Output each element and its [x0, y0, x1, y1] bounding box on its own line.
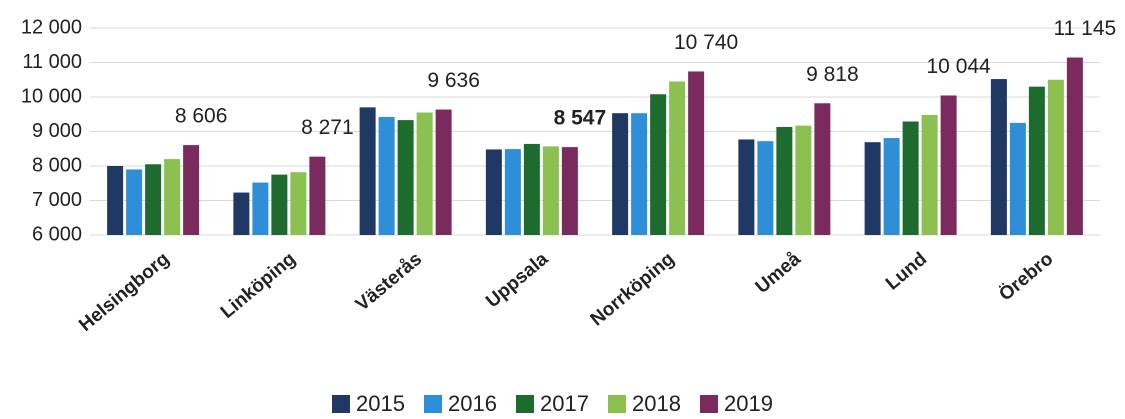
bar — [233, 192, 250, 235]
bar — [435, 109, 452, 235]
bar — [688, 71, 705, 235]
bar — [290, 172, 307, 235]
x-tick-label: Uppsala — [482, 248, 552, 312]
bar — [164, 159, 181, 235]
bar — [416, 112, 433, 235]
data-label: 8 271 — [301, 116, 354, 139]
bar — [107, 166, 124, 235]
legend-label: 2017 — [540, 391, 589, 416]
y-tick-label: 7 000 — [32, 189, 82, 211]
bar — [542, 146, 559, 235]
bar — [650, 94, 667, 236]
legend-label: 2015 — [356, 391, 405, 416]
bar — [864, 142, 881, 235]
legend-swatch — [424, 395, 442, 413]
bar — [1028, 86, 1045, 236]
legend-label: 2019 — [724, 391, 773, 416]
bar — [1009, 122, 1026, 235]
bar — [523, 143, 540, 235]
bar — [252, 182, 269, 235]
y-tick-label: 12 000 — [21, 16, 82, 38]
bar — [485, 149, 502, 235]
data-label: 8 606 — [175, 105, 228, 128]
bar — [795, 125, 812, 235]
bar — [940, 95, 957, 236]
bar — [271, 174, 288, 235]
bar — [397, 120, 414, 235]
legend-swatch — [332, 395, 350, 413]
x-tick-label: Norrköping — [587, 249, 679, 331]
data-label: 10 740 — [674, 31, 738, 54]
bar — [902, 121, 919, 235]
bar — [504, 149, 521, 235]
y-tick-label: 6 000 — [32, 223, 82, 245]
bar — [776, 127, 793, 235]
y-tick-label: 10 000 — [21, 85, 82, 107]
bar — [738, 139, 755, 235]
y-tick-label: 8 000 — [32, 154, 82, 176]
bar — [309, 156, 326, 235]
x-tick-label: Västerås — [352, 249, 426, 316]
data-label: 9 636 — [427, 69, 480, 92]
bar — [126, 169, 143, 235]
legend-swatch — [700, 395, 718, 413]
bar — [378, 117, 395, 235]
legend-label: 2016 — [448, 391, 497, 416]
y-tick-label: 11 000 — [22, 51, 82, 73]
bar — [757, 141, 774, 235]
data-label: 11 145 — [1054, 17, 1117, 40]
bar — [612, 113, 629, 235]
legend-label: 2018 — [632, 391, 681, 416]
bar — [1066, 57, 1083, 236]
x-tick-label: Lund — [882, 249, 931, 295]
bar — [883, 138, 900, 235]
bar — [814, 103, 831, 236]
bar — [990, 79, 1007, 235]
bar — [921, 114, 938, 235]
data-label: 8 547 — [554, 107, 607, 130]
x-tick-label: Linköping — [217, 249, 300, 323]
bar — [631, 113, 648, 235]
bar — [561, 147, 578, 235]
x-tick-label: Helsingborg — [75, 249, 173, 336]
data-label: 9 818 — [806, 63, 859, 86]
bar — [359, 107, 376, 235]
bar — [1047, 79, 1064, 235]
y-tick-label: 9 000 — [32, 120, 82, 142]
bar — [183, 145, 200, 235]
legend-swatch — [516, 395, 534, 413]
bar — [145, 164, 162, 235]
data-label: 10 044 — [927, 55, 992, 78]
bar — [669, 81, 686, 235]
x-tick-label: Umeå — [752, 248, 805, 298]
legend-swatch — [608, 395, 626, 413]
x-tick-label: Örebro — [995, 249, 1057, 306]
